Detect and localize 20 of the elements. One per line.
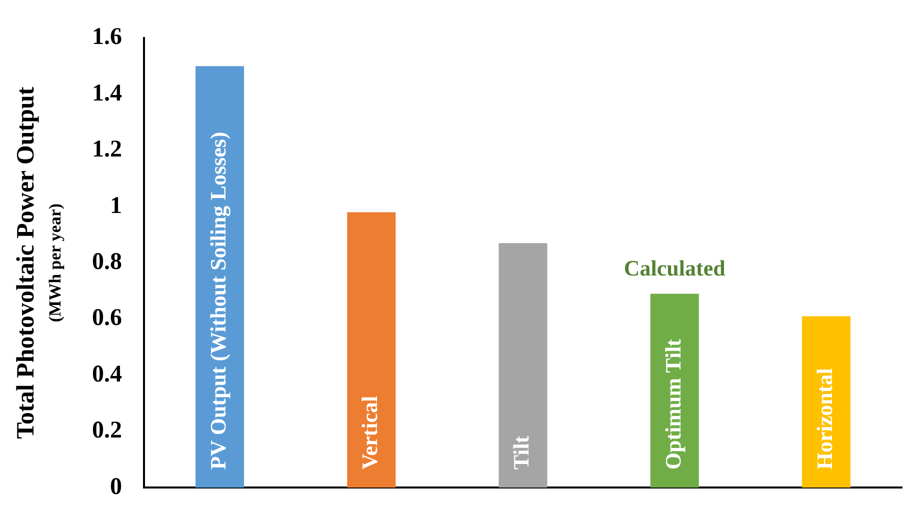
- y-tick-label: 0: [110, 474, 122, 500]
- bar: [347, 212, 396, 488]
- y-tick-label: 1.4: [92, 80, 122, 106]
- bar: [802, 316, 850, 488]
- y-axis-title: Total Photovoltaic Power Output (MWh per year): [12, 86, 64, 439]
- x-tick-label: Optimum Tilt: [660, 338, 686, 470]
- y-tick-label: 1.6: [92, 24, 122, 50]
- y-tick-label: 0.4: [92, 361, 122, 388]
- y-tick-label: 0.2: [92, 418, 122, 444]
- x-tick-label: Tilt: [508, 435, 534, 470]
- y-tick-label: 0.8: [92, 249, 122, 276]
- bar: [650, 294, 699, 488]
- y-tick-label: 1.2: [92, 136, 122, 163]
- annotation: Calculated: [624, 255, 726, 280]
- y-tick-label: 0.6: [92, 305, 122, 332]
- x-tick-label: Horizontal: [812, 368, 837, 470]
- x-tick-label: PV Output (Without Soiling Losses): [205, 132, 230, 470]
- x-tick-label: Vertical: [357, 396, 382, 470]
- y-tick-label: 1: [110, 192, 122, 219]
- bar: [498, 243, 548, 488]
